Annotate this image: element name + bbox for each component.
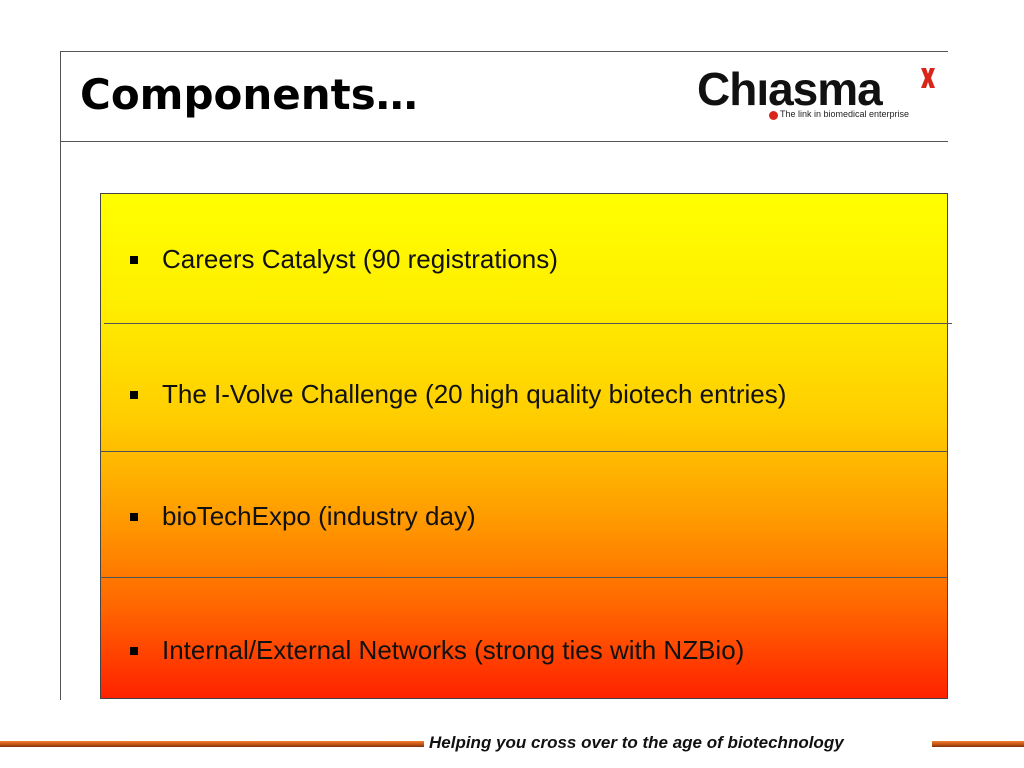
page-title: Components… xyxy=(80,70,418,119)
title-divider-line xyxy=(60,141,948,142)
bullet-square-icon xyxy=(130,390,138,399)
list-item-text: Careers Catalyst (90 registrations) xyxy=(162,244,558,274)
bullet-square-icon xyxy=(130,646,138,655)
bullet-square-icon xyxy=(130,512,138,521)
logo-wordmark: Chıasma xyxy=(697,63,883,115)
panel-divider xyxy=(104,323,952,324)
panel-divider xyxy=(100,451,947,452)
list-item-text: Internal/External Networks (strong ties … xyxy=(162,635,745,665)
components-panel xyxy=(100,193,948,699)
list-item: Careers Catalyst (90 registrations) xyxy=(130,244,558,275)
frame-top-line xyxy=(60,51,948,52)
frame-left-line xyxy=(60,52,61,700)
logo-dot-icon xyxy=(769,111,778,120)
chiasma-logo: Chıasma The link in biomedical enterpris… xyxy=(697,64,947,124)
x-mark-icon xyxy=(921,68,935,88)
list-item: bioTechExpo (industry day) xyxy=(130,501,476,532)
list-item: Internal/External Networks (strong ties … xyxy=(130,635,744,666)
footer-bar-left xyxy=(0,741,424,747)
list-item: The I-Volve Challenge (20 high quality b… xyxy=(130,379,786,410)
list-item-text: The I-Volve Challenge (20 high quality b… xyxy=(162,379,787,409)
list-item-text: bioTechExpo (industry day) xyxy=(162,501,476,531)
logo-tagline: The link in biomedical enterprise xyxy=(780,109,910,119)
panel-divider xyxy=(100,577,947,578)
footer-tagline: Helping you cross over to the age of bio… xyxy=(429,733,844,752)
bullet-square-icon xyxy=(130,255,138,264)
footer-bar-right xyxy=(932,741,1024,747)
